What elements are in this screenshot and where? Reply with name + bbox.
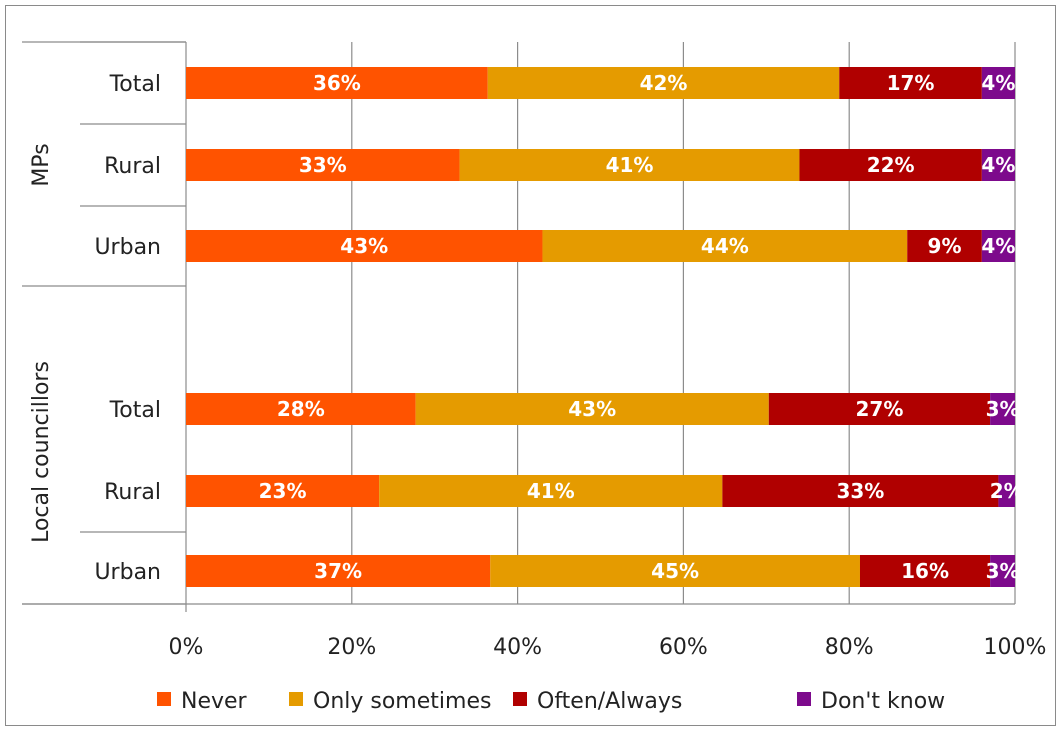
legend-swatch <box>289 692 303 706</box>
category-label: Urban <box>94 560 161 585</box>
category-label: Total <box>109 398 161 423</box>
x-tick-label: 40% <box>493 635 542 660</box>
legend-swatch <box>797 692 811 706</box>
category-label: Total <box>109 72 161 97</box>
x-tick-label: 80% <box>825 635 874 660</box>
bar-segment-often-always <box>799 149 982 181</box>
data-label: 37% <box>314 559 362 583</box>
bar-segment-often-always <box>839 67 982 99</box>
data-label: 9% <box>928 234 962 258</box>
x-tick-label: 60% <box>659 635 708 660</box>
data-label: 4% <box>981 71 1015 95</box>
bar-segment-often-always <box>907 230 982 262</box>
category-label: Urban <box>94 235 161 260</box>
group-label: MPs <box>29 143 54 186</box>
bar-segment-don-t-know <box>990 555 1015 587</box>
bar-segment-never <box>186 149 460 181</box>
bar-segment-don-t-know <box>981 149 1015 181</box>
data-label: 33% <box>836 479 884 503</box>
data-label: 3% <box>986 397 1020 421</box>
data-label: 2% <box>990 479 1024 503</box>
x-tick-label: 100% <box>984 635 1047 660</box>
data-label: 16% <box>901 559 949 583</box>
data-label: 42% <box>640 71 688 95</box>
bar-segment-only-sometimes <box>459 149 800 181</box>
data-label: 17% <box>887 71 935 95</box>
bar-segment-only-sometimes <box>487 67 840 99</box>
x-tick-label: 0% <box>169 635 204 660</box>
data-label: 41% <box>606 153 654 177</box>
category-label: Rural <box>104 154 161 179</box>
data-label: 4% <box>981 153 1015 177</box>
data-label: 36% <box>313 71 361 95</box>
bar-segment-only-sometimes <box>542 230 908 262</box>
x-tick-label: 20% <box>327 635 376 660</box>
bar-segment-never <box>186 475 380 507</box>
bar-segment-never <box>186 555 491 587</box>
group-label: Local councillors <box>29 361 54 543</box>
bar-segment-never <box>186 230 543 262</box>
legend-swatch <box>513 692 527 706</box>
data-label: 45% <box>651 559 699 583</box>
legend-label: Only sometimes <box>313 689 491 714</box>
bar-segment-only-sometimes <box>379 475 723 507</box>
bar-segment-often-always <box>859 555 991 587</box>
bar-segment-only-sometimes <box>415 393 769 425</box>
bar-segment-often-always <box>768 393 991 425</box>
category-label: Rural <box>104 480 161 505</box>
data-label: 41% <box>527 479 575 503</box>
data-label: 23% <box>259 479 307 503</box>
bar-segment-often-always <box>722 475 999 507</box>
data-label: 3% <box>986 559 1020 583</box>
data-label: 43% <box>568 397 616 421</box>
bar-segment-don-t-know <box>981 230 1015 262</box>
bar-segment-never <box>186 393 416 425</box>
bar-segment-don-t-know <box>998 475 1015 507</box>
data-label: 44% <box>701 234 749 258</box>
data-label: 4% <box>981 234 1015 258</box>
legend-label: Never <box>181 689 248 714</box>
data-label: 28% <box>277 397 325 421</box>
data-label: 33% <box>299 153 347 177</box>
data-label: 27% <box>856 397 904 421</box>
bar-segment-don-t-know <box>990 393 1015 425</box>
data-label: 43% <box>340 234 388 258</box>
legend-swatch <box>157 692 171 706</box>
bar-segment-don-t-know <box>981 67 1015 99</box>
bar-segment-only-sometimes <box>490 555 860 587</box>
legend-label: Don't know <box>821 689 945 714</box>
legend-label: Often/Always <box>537 689 682 714</box>
chart-frame <box>5 5 1056 726</box>
bar-segment-never <box>186 67 488 99</box>
data-label: 22% <box>867 153 915 177</box>
